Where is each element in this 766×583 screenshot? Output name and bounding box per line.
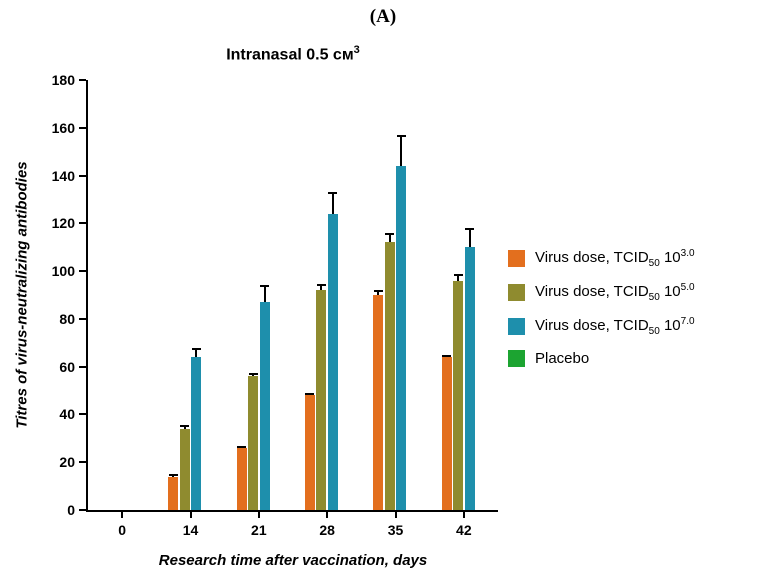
y-axis-tick-label: 100 — [51, 263, 75, 280]
bar — [373, 295, 384, 510]
x-axis-tick — [121, 512, 124, 518]
y-axis-tick — [79, 79, 86, 81]
bar — [441, 357, 452, 510]
bar — [316, 290, 327, 510]
error-bar-cap — [373, 290, 383, 293]
error-bar-cap — [316, 284, 326, 287]
y-axis-tick-label: 180 — [51, 72, 75, 88]
x-axis-tick-label: 14 — [182, 522, 199, 538]
error-bar — [457, 273, 460, 281]
error-bar — [388, 232, 391, 243]
x-axis-tick — [189, 512, 192, 518]
legend: Virus dose, TCID50 103.0 Virus dose, TCID… — [508, 248, 695, 367]
bar — [396, 166, 407, 510]
x-axis-tick — [462, 512, 465, 518]
chart-title: Intranasal 0.5 см3 — [88, 44, 498, 64]
error-bar — [263, 285, 266, 303]
panel-label: (A) — [369, 6, 397, 27]
x-axis-tick — [394, 512, 397, 518]
y-axis-tick-label: 120 — [51, 215, 75, 232]
y-axis-line — [86, 80, 88, 512]
bar — [384, 242, 395, 510]
legend-item: Virus dose, TCID50 103.0 — [508, 248, 695, 269]
y-axis-tick-label: 0 — [67, 502, 75, 518]
error-bar-cap — [465, 228, 475, 231]
error-bar — [331, 192, 334, 214]
error-bar-cap — [385, 232, 395, 235]
bar — [179, 428, 190, 510]
x-axis-tick-label: 0 — [118, 522, 127, 538]
x-axis-tick — [257, 512, 260, 518]
bar — [248, 376, 259, 510]
y-axis-tick — [79, 174, 86, 177]
error-bar — [377, 290, 380, 295]
error-bar-cap — [248, 372, 258, 375]
error-bar — [195, 347, 198, 358]
plot-area: 0 20 40 60 80 100 120 140 160 180 0 14 21 28 35 42 — [52, 72, 498, 538]
error-bar-cap — [168, 474, 178, 477]
x-axis-label: Research time after vaccination, days — [158, 552, 428, 569]
y-axis-tick — [79, 126, 86, 129]
y-axis-tick-label: 140 — [51, 167, 75, 184]
y-axis-tick-label: 60 — [59, 358, 75, 375]
error-bar-cap — [442, 354, 452, 357]
y-axis-tick — [79, 317, 86, 320]
y-axis-tick-label: 40 — [59, 406, 75, 423]
y-axis-tick-label: 160 — [51, 119, 75, 136]
error-bar — [400, 134, 403, 166]
x-axis-tick-label: 21 — [251, 522, 267, 538]
x-axis-line — [86, 510, 498, 512]
y-axis-tick-label: 80 — [59, 310, 75, 327]
legend-swatch — [508, 250, 525, 267]
legend-swatch — [508, 318, 525, 335]
bar — [453, 280, 464, 510]
bar — [464, 247, 475, 510]
bar — [304, 395, 315, 510]
y-axis-tick — [79, 270, 86, 273]
y-axis-tick — [79, 413, 86, 416]
legend-item-label: Virus dose, TCID50 103.0 — [535, 248, 695, 269]
chart-title-superscript: 3 — [353, 44, 360, 56]
error-bar-cap — [237, 445, 247, 448]
bar — [236, 447, 247, 510]
chart-title-text: Intranasal 0.5 см — [226, 46, 354, 64]
x-axis-tick-label: 42 — [456, 522, 472, 538]
bar — [168, 476, 179, 510]
error-bar-cap — [453, 273, 463, 276]
legend-swatch — [508, 350, 525, 367]
legend-item: Virus dose, TCID50 105.0 — [508, 282, 695, 303]
y-axis-tick — [79, 222, 86, 225]
legend-swatch — [508, 284, 525, 301]
bar — [191, 357, 202, 510]
error-bar — [320, 284, 323, 291]
bar — [259, 302, 270, 510]
x-axis-tick-label: 28 — [319, 522, 335, 538]
x-axis-tick — [326, 512, 329, 518]
error-bar-cap — [191, 347, 201, 350]
y-axis-tick-label: 20 — [59, 454, 75, 471]
legend-item-label: Virus dose, TCID50 107.0 — [535, 316, 695, 337]
y-axis-tick — [79, 461, 86, 464]
error-bar-cap — [396, 134, 406, 137]
x-axis-tick-label: 35 — [387, 522, 404, 538]
error-bar-cap — [305, 392, 315, 395]
legend-item: Placebo — [508, 350, 695, 367]
bar — [327, 213, 338, 510]
error-bar-cap — [328, 192, 338, 195]
legend-item-label: Virus dose, TCID50 105.0 — [535, 282, 695, 303]
error-bar — [468, 228, 471, 248]
y-axis-tick — [79, 509, 86, 511]
legend-item-label: Placebo — [535, 350, 590, 367]
error-bar-cap — [180, 425, 190, 428]
y-axis-label: Titres of virus-neutralizing antibodies — [13, 161, 31, 429]
error-bar-cap — [260, 285, 270, 288]
legend-item: Virus dose, TCID50 107.0 — [508, 316, 695, 337]
y-axis-tick — [79, 365, 86, 368]
